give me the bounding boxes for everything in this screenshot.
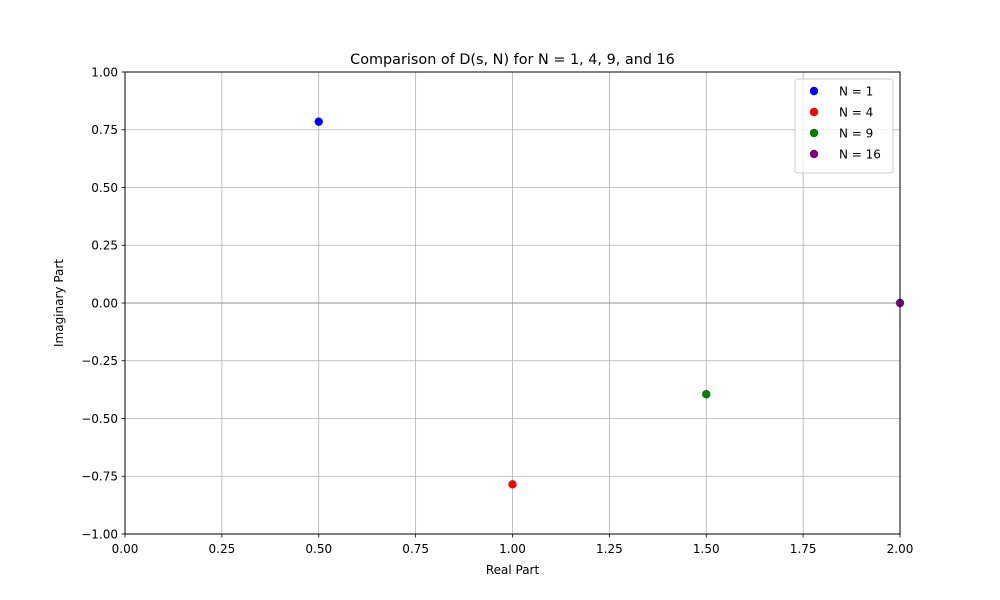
y-tick-label: −0.75 [81,470,118,484]
x-axis-ticks: 0.00 0.25 0.50 0.75 1.00 1.25 1.50 1.75 2.00 [112,534,914,556]
data-point-n-1 [314,117,323,126]
legend-marker [809,107,819,117]
x-tick-label: 0.25 [209,542,236,556]
data-point-n-4 [508,480,517,489]
y-tick-label: −1.00 [81,527,118,541]
y-tick-label: 1.00 [91,65,118,79]
x-tick-label: 0.50 [305,542,332,556]
x-tick-label: 1.50 [693,542,720,556]
y-tick-label: 0.50 [91,181,118,195]
legend-box [794,78,894,174]
chart-title: Comparison of D(s, N) for N = 1, 4, 9, a… [350,52,675,68]
data-point-n-9 [702,390,711,399]
legend-label: N = 1 [839,84,873,98]
legend-label: N = 4 [839,105,873,119]
x-tick-label: 1.25 [596,542,623,556]
y-tick-label: 0.75 [91,123,118,137]
y-tick-label: −0.25 [81,354,118,368]
y-tick-label: 0.00 [91,296,118,310]
x-axis-label: Real Part [486,563,540,577]
legend-marker [809,86,819,96]
y-tick-label: 0.25 [91,239,118,253]
legend-marker [809,128,819,138]
x-tick-label: 0.00 [112,542,139,556]
y-axis-ticks: −1.00 −0.75 −0.50 −0.25 0.00 0.25 0.50 0.75 1.00 [81,65,125,541]
legend: N = 1 N = 4 N = 9 N = 16 [794,78,894,174]
x-tick-label: 1.00 [499,542,526,556]
legend-label: N = 16 [839,147,881,161]
x-tick-label: 1.75 [790,542,817,556]
x-tick-label: 0.75 [402,542,429,556]
x-tick-label: 2.00 [887,542,914,556]
y-tick-label: −0.50 [81,412,118,426]
legend-label: N = 9 [839,126,873,140]
legend-marker [809,149,819,159]
y-axis-label: Imaginary Part [52,259,66,347]
